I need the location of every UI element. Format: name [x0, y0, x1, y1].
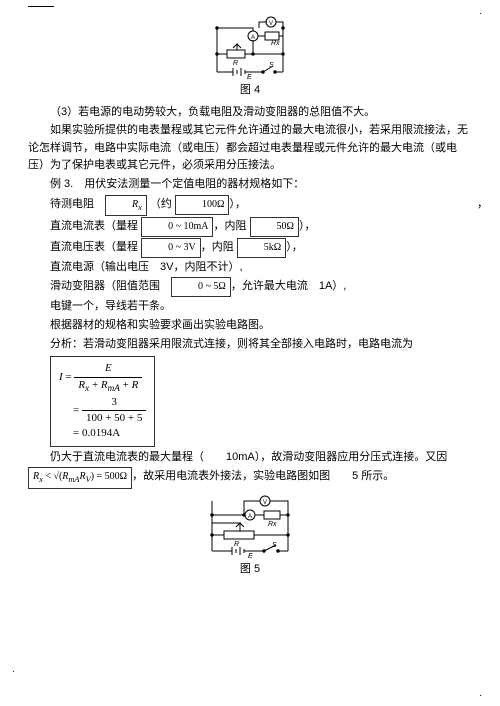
paragraph-case3: （3）若电源的电动势较大，负载电阻及滑动变阻器的总阻值不大。	[28, 104, 472, 122]
svg-text:E: E	[248, 553, 253, 559]
figure-5-caption: 图 5	[28, 561, 472, 579]
current-derivation: I = E Rx + RmA + R = 3 100 + 50 + 5 = 0.…	[50, 356, 155, 447]
svg-text:V: V	[263, 500, 267, 506]
spec-rx: 待测电阻 Rx （约 100Ω），	[28, 195, 472, 216]
svg-text:V: V	[269, 21, 273, 27]
svg-text:Rx: Rx	[268, 521, 277, 528]
svg-text:R: R	[234, 541, 239, 548]
spec-power: 直流电源（输出电压 3V，内阻不计）,	[28, 259, 472, 277]
svg-text:E: E	[247, 74, 252, 80]
figure-5-circuit: V A Rx R E S	[204, 493, 296, 559]
page-marker-bottom: .	[479, 686, 482, 702]
spec-voltmeter: 直流电压表（量程 0 ~ 3V，内阻 5kΩ），	[28, 238, 472, 258]
svg-text:S: S	[272, 542, 277, 549]
spec-rheostat: 滑动变阻器（阻值范围 0 ~ 5Ω，允许最大电流 1A）,	[28, 277, 472, 297]
spec-ammeter: 直流电流表（量程 0 ~ 10mA，内阻 50Ω），	[28, 217, 472, 237]
svg-text:R: R	[233, 60, 238, 67]
spec-req: 根据器材的规格和实验要求画出实验电路图。	[28, 317, 472, 335]
analysis: 分析：若滑动变阻器采用限流式连接，则将其全部接入电路时，电路电流为	[28, 336, 472, 354]
svg-text:S: S	[269, 62, 274, 69]
page-marker-top: .	[479, 4, 482, 20]
conclusion-2: Rx < √(RmARV) = 500Ω，故采用电流表外接法，实验电路图如图 5…	[28, 467, 472, 488]
svg-text:A: A	[251, 35, 255, 41]
spec-key: 电键一个，导线若干条。	[28, 298, 472, 316]
example-3-title: 例 3. 用伏安法测量一个定值电阻的器材规格如下：	[28, 176, 472, 194]
conclusion-1: 仍大于直流电流表的最大量程（ 10mA），故滑动变阻器应用分压式连接。又因	[28, 449, 472, 467]
svg-text:A: A	[248, 514, 252, 520]
svg-text:Rx: Rx	[271, 40, 280, 47]
figure-4-caption: 图 4	[28, 82, 472, 100]
page-marker-left: .	[12, 662, 15, 678]
paragraph-case3-detail: 如果实验所提供的电表量程或其它元件允许通过的最大电流很小，若采用限流接法，无论怎…	[28, 122, 472, 175]
stray-comma: ，	[477, 196, 488, 214]
figure-4-circuit: A V Rx R E S	[209, 16, 291, 80]
